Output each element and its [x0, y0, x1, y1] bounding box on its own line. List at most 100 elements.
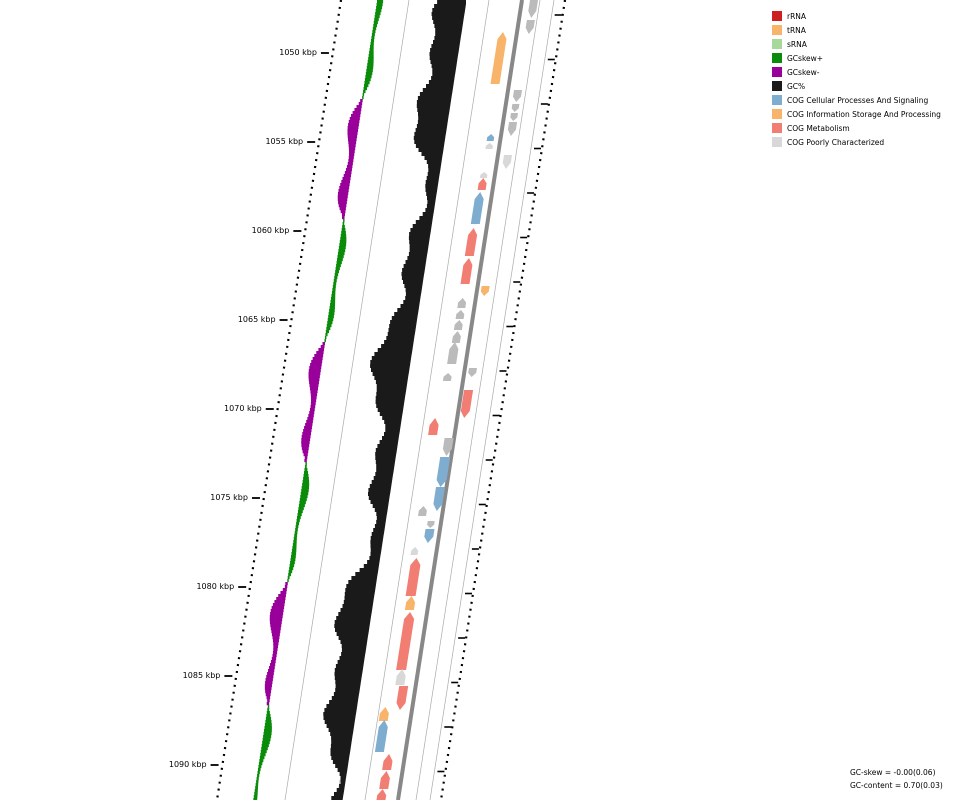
gc-skew-positive-bar	[303, 471, 309, 475]
gc-skew-positive-bar	[330, 303, 336, 307]
gc-skew-negative-bar	[303, 429, 312, 433]
gc-skew-negative-bar	[342, 216, 345, 220]
gc-skew-positive-bar	[325, 333, 328, 337]
gc-skew-negative-bar	[264, 684, 272, 688]
gc-skew-negative-bar	[270, 609, 284, 613]
gc-skew-positive-bar	[302, 480, 310, 484]
legend-swatch	[772, 67, 782, 77]
gc-skew-positive-bar	[264, 723, 272, 727]
gc-skew-positive-bar	[304, 468, 308, 472]
gc-skew-negative-bar	[271, 657, 277, 661]
gc-skew-negative-bar	[267, 699, 270, 703]
gc-skew-negative-bar	[271, 630, 281, 634]
gc-skew-positive-bar	[330, 300, 336, 304]
gc-skew-positive-bar	[264, 729, 272, 733]
legend-item: COG Poorly Characterized	[772, 135, 941, 149]
gc-skew-negative-bar	[340, 210, 346, 214]
legend-label: COG Metabolism	[787, 123, 850, 133]
gc-skew-positive-bar	[288, 570, 293, 574]
gene-poorly-characterized	[511, 104, 520, 112]
gc-skew-positive-bar	[373, 24, 377, 28]
gc-skew-positive-bar	[332, 285, 336, 289]
gc-skew-negative-bar	[273, 648, 278, 652]
gc-skew-negative-bar	[308, 414, 314, 418]
gc-skew-positive-bar	[339, 240, 347, 244]
gc-skew-positive-bar	[374, 18, 379, 22]
gc-skew-positive-bar	[365, 72, 373, 76]
legend-label: GCskew+	[787, 53, 824, 63]
gc-skew-positive-bar	[262, 741, 270, 745]
gc-skew-negative-bar	[309, 411, 315, 415]
gc-content-stat: GC-content = 0.70(0.03)	[850, 781, 943, 790]
gc-skew-positive-bar	[369, 48, 374, 52]
gc-skew-negative-bar	[347, 132, 358, 136]
gc-skew-positive-bar	[298, 504, 305, 508]
gc-skew-negative-bar	[301, 444, 310, 448]
gc-skew-negative-bar	[309, 384, 319, 388]
gc-skew-positive-bar	[367, 63, 374, 67]
gc-skew-negative-bar	[341, 180, 351, 184]
gc-skew-positive-bar	[301, 489, 309, 493]
gc-skew-negative-bar	[285, 582, 288, 586]
gc-skew-negative-bar	[304, 456, 308, 460]
gene-poorly-characterized	[395, 669, 406, 685]
gc-skew-negative-bar	[309, 387, 319, 391]
gc-skew-positive-bar	[336, 264, 341, 268]
gc-skew-positive-bar	[375, 9, 382, 13]
gc-skew-positive-bar	[337, 252, 345, 256]
gc-skew-negative-bar	[318, 348, 325, 352]
gc-skew-positive-bar	[260, 753, 266, 757]
track-separator	[364, 0, 490, 800]
gc-skew-positive-bar	[300, 492, 309, 496]
gc-skew-negative-bar	[309, 408, 315, 412]
gene-metabolism	[464, 228, 478, 256]
gc-skew-negative-bar	[271, 633, 280, 637]
gc-skew-negative-bar	[301, 447, 309, 451]
gc-skew-positive-bar	[329, 309, 335, 313]
gene-poorly-characterized	[442, 373, 452, 381]
gc-skew-positive-bar	[329, 306, 335, 310]
gc-skew-positive-bar	[337, 258, 343, 262]
tick-label: 1085 kbp	[183, 671, 221, 680]
gc-skew-positive-bar	[266, 714, 271, 718]
gc-skew-positive-bar	[299, 498, 307, 502]
gc-skew-negative-bar	[310, 399, 317, 403]
gc-skew-positive-bar	[363, 87, 368, 91]
gc-skew-positive-bar	[260, 750, 267, 754]
gc-skew-negative-bar	[342, 177, 351, 181]
gc-skew-positive-bar	[257, 774, 260, 778]
gene-poorly-characterized	[510, 113, 518, 121]
legend-swatch	[772, 53, 782, 63]
gc-skew-positive-bar	[290, 561, 295, 565]
gc-skew-positive-bar	[288, 573, 291, 577]
gene-metabolism	[376, 789, 387, 800]
gc-skew-positive-bar	[301, 486, 310, 490]
gene-poorly-characterized	[528, 0, 538, 18]
tick-label: 1050 kbp	[279, 48, 317, 57]
gc-skew-positive-bar	[328, 315, 334, 319]
gc-skew-negative-bar	[282, 588, 287, 592]
gc-skew-positive-bar	[263, 732, 272, 736]
gc-skew-negative-bar	[347, 135, 358, 139]
gc-skew-positive-bar	[254, 789, 258, 793]
gc-skew-positive-bar	[341, 228, 346, 232]
gc-skew-positive-bar	[292, 543, 297, 547]
legend-label: tRNA	[787, 25, 806, 35]
gene-poorly-characterized	[447, 342, 459, 364]
gc-skew-negative-bar	[272, 654, 277, 658]
legend-swatch	[772, 81, 782, 91]
gc-skew-positive-bar	[362, 96, 364, 100]
gc-skew-negative-bar	[265, 678, 273, 682]
gc-skew-negative-bar	[337, 198, 348, 202]
gc-skew-positive-bar	[299, 501, 306, 505]
gene-information-storage	[378, 707, 389, 721]
gc-skew-negative-bar	[309, 381, 319, 385]
gc-skew-negative-bar	[268, 669, 275, 673]
gc-skew-positive-bar	[289, 564, 295, 568]
gc-skew-positive-bar	[363, 84, 369, 88]
gc-skew-positive-bar	[332, 288, 336, 292]
gc-skew-positive-bar	[263, 735, 272, 739]
tick-label: 1075 kbp	[210, 493, 248, 502]
gc-skew-negative-bar	[347, 129, 359, 133]
tick-label: 1060 kbp	[252, 226, 290, 235]
